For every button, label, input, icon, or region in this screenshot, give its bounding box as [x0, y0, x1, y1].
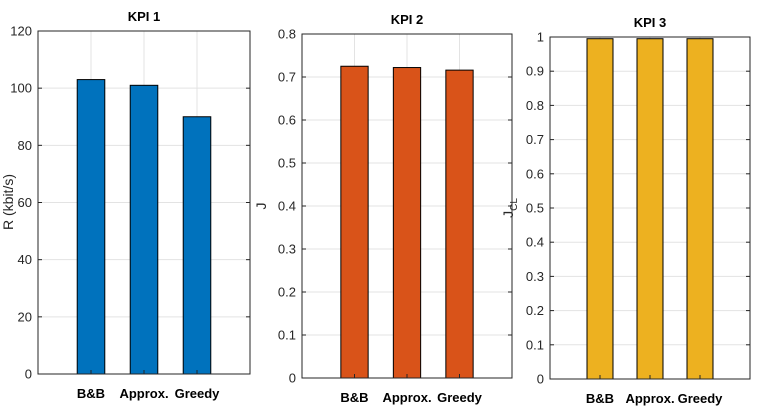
y-tick-label: 0.2 [278, 285, 296, 300]
bar [636, 38, 664, 380]
y-tick-label: 20 [18, 309, 32, 324]
bar [182, 116, 212, 375]
chart-title: KPI 2 [391, 12, 424, 27]
y-tick-label: 0.7 [526, 132, 544, 147]
x-tick-label: B&B [77, 386, 105, 401]
x-tick-label: Approx. [625, 391, 674, 406]
x-tick-label: Approx. [119, 386, 168, 401]
y-tick-label: 0.3 [526, 269, 544, 284]
y-tick-label: 0.5 [526, 201, 544, 216]
y-tick-label: 0.4 [278, 199, 296, 214]
x-tick-label: Greedy [437, 390, 483, 405]
y-tick-label: 0.4 [526, 235, 544, 250]
y-tick-label: 0.8 [278, 27, 296, 42]
y-tick-label: 40 [18, 252, 32, 267]
y-tick-label: 0.2 [526, 303, 544, 318]
chart-title: KPI 1 [128, 9, 161, 24]
bar [686, 38, 714, 380]
x-tick-label: B&B [340, 390, 368, 405]
y-tick-label: 0 [537, 372, 544, 387]
y-tick-label: 80 [18, 138, 32, 153]
bar [445, 69, 474, 379]
y-axis-label: JCL [500, 198, 520, 218]
y-tick-label: 0.7 [278, 70, 296, 85]
y-tick-label: 0.1 [526, 337, 544, 352]
y-tick-label: 0.8 [526, 98, 544, 113]
chart-panel-kpi-2: 0 0.1 0.2 0.3 0.4 0.5 0.6 0.7 0.8 B&B Approx. Greed… [253, 12, 513, 405]
y-tick-label: 0.9 [526, 64, 544, 79]
y-tick-label: 0.6 [526, 166, 544, 181]
y-axis-label: J [253, 203, 269, 210]
bar [586, 38, 614, 380]
y-tick-label: 0 [25, 367, 32, 382]
bar [129, 84, 159, 375]
x-tick-label: B&B [586, 391, 614, 406]
chart-panel-kpi-1: 0 20 40 60 80 100 120 B&B Approx. Greedy KPI 1 R (k… [0, 9, 251, 401]
y-tick-label: 0.5 [278, 156, 296, 171]
x-tick-label: Greedy [175, 386, 221, 401]
bar [392, 67, 422, 379]
y-tick-label: 1 [537, 30, 544, 45]
y-axis-label: R (kbit/s) [0, 174, 16, 230]
x-tick-label: Approx. [382, 390, 431, 405]
chart-panel-kpi-3: 0 0.1 0.2 0.3 0.4 0.5 0.6 0.7 0.8 0.9 1 B&B Approx. G… [500, 15, 751, 406]
x-tick-label: Greedy [678, 391, 724, 406]
y-tick-label: 0 [289, 371, 296, 386]
y-tick-label: 0.1 [278, 328, 296, 343]
chart-title: KPI 3 [634, 15, 667, 30]
y-tick-label: 120 [10, 24, 32, 39]
y-tick-label: 100 [10, 81, 32, 96]
y-tick-label: 60 [18, 195, 32, 210]
y-tick-label: 0.3 [278, 242, 296, 257]
bar [76, 79, 106, 375]
bar [340, 65, 369, 379]
y-tick-label: 0.6 [278, 113, 296, 128]
